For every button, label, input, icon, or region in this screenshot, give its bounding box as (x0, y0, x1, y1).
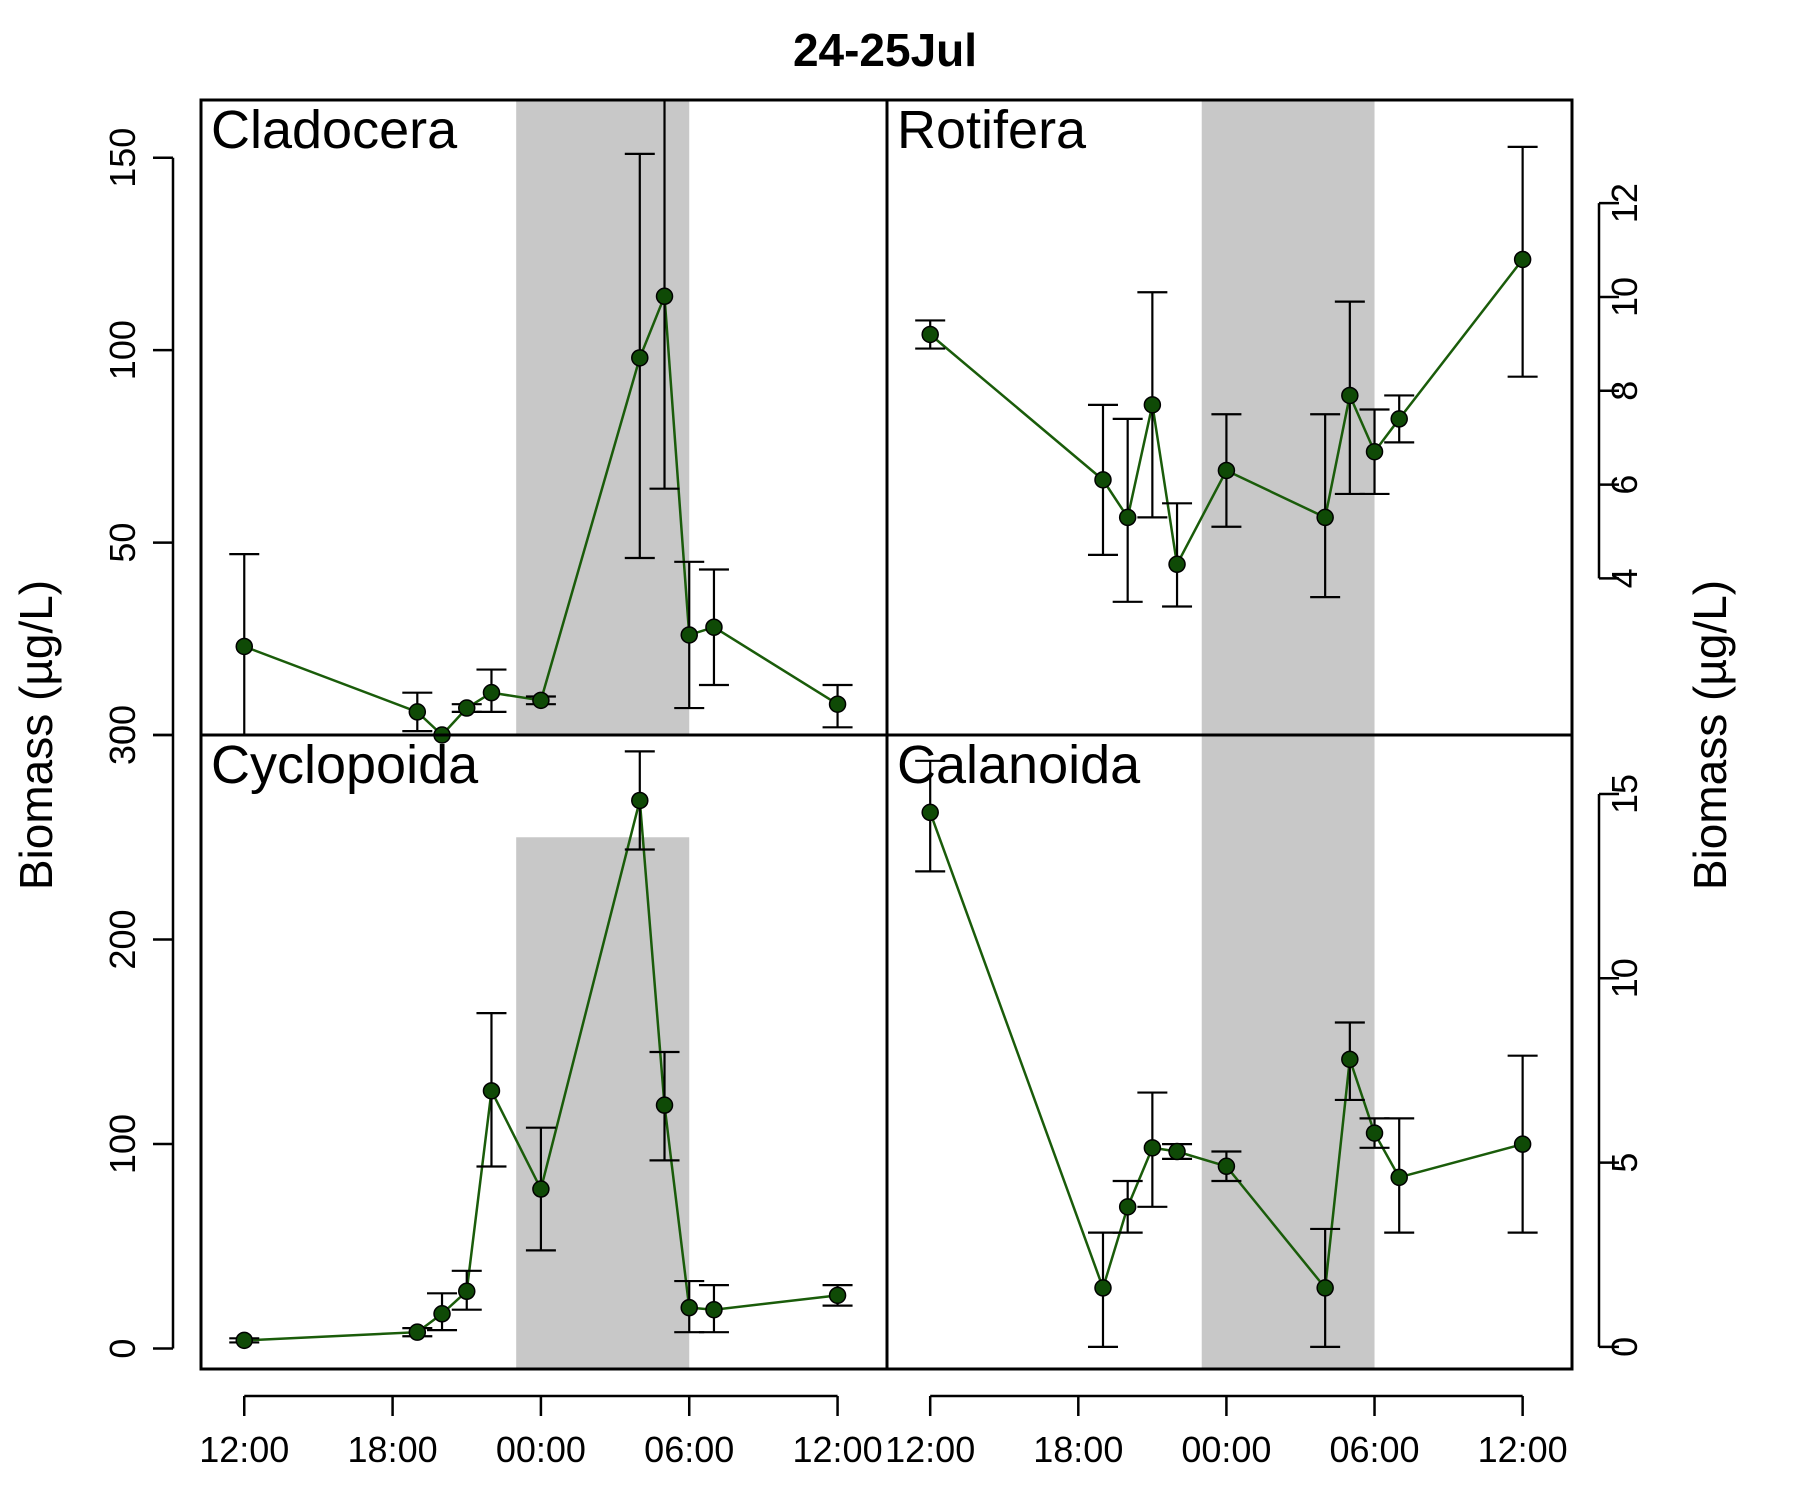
data-point (1217, 461, 1236, 480)
error-bar (1162, 502, 1193, 608)
x-axis-left: 12:00 18:00 00:00 06:00 12:00 (199, 1394, 883, 1470)
x-axes: 12:00 18:00 00:00 06:00 12:00 12:00 18:00 00:00… (199, 1394, 1568, 1470)
x-axis-right: 12:00 18:00 00:00 06:00 12:00 (885, 1394, 1568, 1470)
y-tick-label: 10 (1604, 277, 1645, 317)
y-axis-cyclopoida: 0 100 200 300 (102, 705, 175, 1359)
data-point (1513, 1135, 1532, 1153)
data-point (921, 803, 939, 822)
data-point (433, 1305, 451, 1323)
panel-cladocera: Cladocera 0 50 100 150 (102, 98, 853, 745)
y-tick-label: 6 (1604, 475, 1645, 495)
data-point (1094, 1279, 1112, 1297)
data-point (705, 1300, 723, 1319)
data-point (457, 1282, 476, 1301)
y-axis-calanoida: 0 5 10 15 (1597, 774, 1645, 1357)
y-axis-cladocera: 0 50 100 150 (102, 128, 175, 745)
data-point (1316, 1279, 1334, 1297)
panel-rotifera: Rotifera 4 6 8 10 12 (897, 100, 1645, 735)
y-tick-label: 12 (1604, 183, 1645, 223)
panel-label: Cladocera (211, 100, 458, 160)
data-point (1513, 250, 1532, 269)
data-point (1168, 555, 1186, 574)
panel-label: Rotifera (897, 100, 1087, 160)
y-tick-label: 0 (102, 725, 143, 745)
y-axis-rotifera: 4 6 8 10 12 (1597, 183, 1645, 588)
data-point (408, 1323, 427, 1341)
data-point (921, 325, 939, 344)
y-tick-label: 300 (102, 705, 143, 765)
x-tick-label: 12:00 (793, 1429, 883, 1470)
y-tick-label: 100 (102, 320, 143, 380)
data-point (631, 349, 649, 367)
data-point (1390, 1168, 1408, 1187)
data-point (235, 637, 254, 656)
x-tick-label: 18:00 (348, 1429, 438, 1470)
x-tick-label: 06:00 (1329, 1429, 1419, 1470)
x-tick-label: 06:00 (644, 1429, 734, 1470)
data-point (1118, 508, 1137, 527)
panel-label: Calanoida (897, 735, 1141, 795)
y-tick-label: 150 (102, 128, 143, 188)
data-point (532, 1180, 550, 1198)
panel-calanoida: Calanoida 0 5 10 15 (897, 735, 1645, 1369)
y-tick-label: 0 (1604, 1337, 1645, 1357)
data-point (828, 1286, 847, 1305)
data-point (457, 699, 476, 717)
data-point (1118, 1198, 1137, 1216)
data-point (482, 683, 501, 702)
data-point (1390, 410, 1408, 428)
data-point (655, 1096, 674, 1114)
data-point (1365, 442, 1384, 461)
data-point (1143, 396, 1162, 414)
y-tick-label: 10 (1604, 958, 1645, 998)
data-point (680, 1298, 698, 1317)
y-tick-label: 8 (1604, 381, 1645, 401)
y-tick-label: 100 (102, 1114, 143, 1174)
y-tick-label: 50 (102, 523, 143, 563)
y-tick-label: 5 (1604, 1153, 1645, 1173)
x-tick-label: 12:00 (885, 1429, 975, 1470)
x-tick-label: 18:00 (1033, 1429, 1123, 1470)
data-point (1143, 1139, 1162, 1157)
x-tick-label: 00:00 (1181, 1429, 1271, 1470)
data-point (705, 618, 723, 636)
y-tick-label: 200 (102, 909, 143, 969)
y-tick-label: 15 (1604, 774, 1645, 814)
y-tick-label: 0 (102, 1339, 143, 1359)
y-axis-label-right: Biomass (µg/L) (1684, 580, 1736, 890)
panel-label: Cyclopoida (211, 735, 479, 795)
chart-title: 24-25Jul (793, 24, 977, 76)
y-axis-label-left: Biomass (µg/L) (10, 580, 62, 890)
x-tick-label: 12:00 (1478, 1429, 1568, 1470)
data-point (1168, 1142, 1186, 1161)
night-shading (516, 100, 690, 735)
night-shading (1201, 100, 1375, 735)
error-bar (1310, 413, 1341, 599)
x-tick-label: 12:00 (199, 1429, 289, 1470)
data-point (1341, 1050, 1359, 1069)
data-point (532, 691, 550, 710)
data-point (408, 703, 427, 721)
data-point (1341, 386, 1359, 405)
data-point (482, 1082, 501, 1100)
panel-cyclopoida: Cyclopoida 0 100 200 300 (102, 705, 853, 1369)
data-point (680, 626, 698, 644)
data-point (631, 791, 649, 810)
x-tick-label: 00:00 (496, 1429, 586, 1470)
data-point (1365, 1124, 1384, 1142)
data-point (828, 695, 847, 713)
data-point (235, 1331, 254, 1350)
data-point (1217, 1157, 1236, 1176)
y-tick-label: 4 (1604, 568, 1645, 588)
data-point (1316, 508, 1334, 527)
data-point (655, 287, 674, 306)
data-point (1094, 471, 1112, 489)
